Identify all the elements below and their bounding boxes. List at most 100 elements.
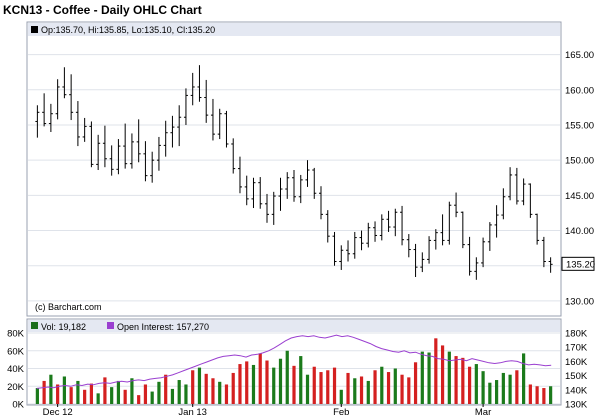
x-tick-label: Mar [475,407,491,418]
volume-bar [353,378,357,404]
ohlc-bar [285,172,290,199]
ohlc-bar [548,257,553,273]
ohlc-bar [123,123,128,169]
ohlc-bar [494,205,499,238]
volume-bar [339,389,343,404]
volume-bar [62,376,66,404]
volume-bar [224,384,229,404]
volume-bar [143,384,148,404]
price-tick-label: 145.00 [565,191,594,202]
volume-bar [184,384,188,404]
volume-bar [400,374,404,404]
ohlc-bar [298,174,303,204]
ohlc-bar [487,222,492,251]
ohlc-bar [440,214,445,246]
volume-bar [326,370,330,404]
volume-bar [319,372,323,404]
oi-legend-text: Open Interest: 157,270 [117,322,209,332]
ohlc-bar [393,208,398,237]
volume-bar [332,367,337,404]
ohlc-bar [116,139,121,175]
volume-bar [380,366,384,404]
ohlc-bar [305,160,310,187]
ohlc-bar [237,156,242,194]
volume-panel: Vol: 19,182 Open Interest: 157,270 80K 60… [7,318,588,411]
chart-title: KCN13 - Coffee - Daily OHLC Chart [3,3,202,17]
volume-bar [494,380,499,404]
ohlc-bar [467,236,472,276]
ohlc-bar [55,79,60,120]
volume-tick-label: 0K [12,400,24,411]
volume-bar [204,373,208,404]
volume-bar [501,372,505,404]
volume-bar [278,358,283,404]
volume-bar [177,380,181,404]
ohlc-bar [177,105,182,147]
ohlc-bar [373,221,378,242]
volume-bar [110,387,114,404]
volume-bar [515,370,519,404]
volume-bar [130,378,134,404]
price-tick-label: 140.00 [565,226,594,237]
ohlc-bar [170,115,175,148]
volume-bar [474,364,478,404]
ohlc-bar [129,133,134,169]
volume-bar [238,364,242,404]
ohlc-bar [514,167,519,205]
ohlc-bar [474,257,479,280]
volume-bar [191,370,195,404]
volume-bar [49,374,53,404]
ohlc-bar [508,167,513,201]
volume-legend-bar [28,320,560,332]
volume-bar [89,383,94,404]
ohlc-bar [75,101,80,147]
volume-bar [528,384,532,404]
ohlc-bar [413,243,418,277]
volume-bar [508,374,512,404]
volume-bar [407,377,411,404]
volume-bar [164,374,168,404]
ohlc-bar [42,93,47,127]
ohlc-bar [501,188,506,220]
ohlc-bar [48,103,53,133]
ohlc-bar [197,65,202,102]
volume-bar [218,381,222,404]
volume-bar [427,352,431,404]
volume-bar [346,372,350,404]
x-tick-label: Feb [333,407,349,418]
ohlc-bar [217,108,222,140]
ohlc-bar [332,231,337,266]
volume-bar [76,380,80,404]
ohlc-bar [224,110,229,148]
price-tick-label: 160.00 [565,85,594,96]
ohlc-bar [366,222,371,248]
volume-bar [292,365,296,404]
ohlc-bar [210,98,215,141]
ohlc-bar [271,191,276,225]
volume-legend-swatch [31,322,38,329]
price-tick-label: 155.00 [565,120,594,131]
ohlc-bar [258,177,263,209]
volume-bar [69,387,73,404]
volume-bar [488,382,492,404]
ohlc-bar [231,138,236,174]
volume-tick-label: 20K [7,382,25,393]
volume-bar [265,360,269,404]
price-tick-label: 165.00 [565,50,594,61]
volume-bar [461,357,465,404]
volume-bar [413,362,418,404]
ohlc-bar [325,210,330,243]
volume-bar [56,384,60,404]
ohlc-bar [346,240,351,262]
ohlc-bar [278,177,283,211]
ohlc-bar [528,183,533,218]
ohlc-bars [35,65,553,280]
oi-tick-label: 140K [565,385,588,396]
ohlc-bar [82,117,87,142]
volume-bar [373,370,377,404]
ohlc-bar [400,205,405,246]
ohlc-bar [190,72,195,106]
volume-bar [549,386,553,404]
x-tick-label: Dec 12 [43,407,73,418]
